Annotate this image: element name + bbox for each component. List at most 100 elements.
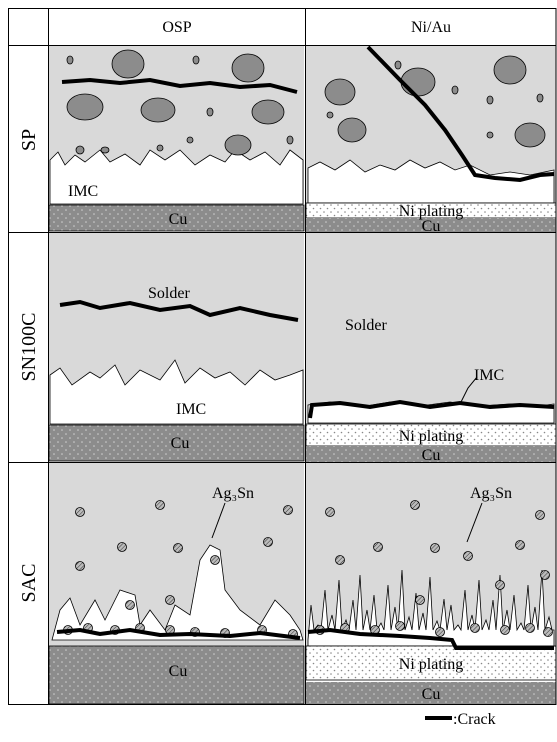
circle-shape bbox=[535, 510, 545, 520]
ellipse-shape bbox=[326, 111, 334, 119]
rect-shape bbox=[48, 204, 305, 232]
ellipse-shape bbox=[231, 53, 265, 83]
ellipse-shape bbox=[66, 55, 74, 65]
g-shape bbox=[324, 55, 546, 148]
cell-sn-niau: Solder IMC Ni plating Cu bbox=[305, 233, 557, 464]
polygon-shape bbox=[307, 159, 555, 204]
ellipse-shape bbox=[156, 144, 164, 152]
cell-sac-niau: Ag₃Sn Ni plating Cu bbox=[305, 463, 557, 704]
legend-label: :Crack bbox=[453, 711, 496, 728]
particle-label: Ag₃Sn bbox=[212, 485, 254, 502]
circle-shape bbox=[415, 595, 425, 605]
ellipse-shape bbox=[224, 134, 252, 156]
line-shape bbox=[307, 627, 554, 650]
legend: :Crack bbox=[425, 711, 496, 728]
rect-shape bbox=[305, 645, 557, 681]
ellipse-shape bbox=[486, 131, 494, 139]
ellipse-shape bbox=[251, 99, 285, 125]
table-grid bbox=[8, 8, 557, 705]
ellipse-shape bbox=[100, 146, 110, 154]
circle-shape bbox=[117, 542, 127, 552]
ellipse-shape bbox=[75, 145, 85, 155]
cell-sp-niau: Ni plating Cu bbox=[305, 45, 557, 235]
circle-shape bbox=[435, 627, 445, 637]
cu-label: Cu bbox=[171, 435, 190, 452]
polygon-shape bbox=[49, 359, 304, 425]
rect-shape bbox=[306, 446, 556, 462]
circle-shape bbox=[335, 555, 345, 565]
circle-shape bbox=[210, 555, 220, 565]
row-label: SAC bbox=[18, 564, 40, 603]
ellipse-shape bbox=[286, 135, 294, 145]
column-header: Ni/Au bbox=[411, 19, 451, 36]
ellipse-shape bbox=[451, 85, 459, 95]
cu-label: Cu bbox=[422, 447, 441, 464]
g-shape bbox=[63, 500, 298, 639]
ellipse-shape bbox=[324, 78, 356, 106]
cu-label: Cu bbox=[422, 686, 441, 703]
cu-label: Cu bbox=[422, 218, 441, 235]
line-shape bbox=[61, 77, 298, 94]
ellipse-shape bbox=[486, 95, 494, 105]
line-shape bbox=[308, 399, 555, 419]
line-shape bbox=[56, 627, 301, 640]
circle-shape bbox=[500, 625, 510, 635]
circle-shape bbox=[543, 627, 553, 637]
circle-shape bbox=[540, 570, 550, 580]
ellipse-shape bbox=[337, 117, 367, 143]
line-shape bbox=[211, 502, 226, 539]
imc-label: IMC bbox=[176, 401, 206, 418]
circle-shape bbox=[325, 507, 335, 517]
g-shape bbox=[315, 500, 553, 637]
plating-label: Ni plating bbox=[399, 428, 463, 445]
circle-shape bbox=[75, 561, 85, 571]
solder-label: Solder bbox=[345, 317, 387, 334]
ellipse-shape bbox=[111, 49, 145, 79]
circle-shape bbox=[165, 595, 175, 605]
rect-shape bbox=[306, 682, 556, 704]
circle-shape bbox=[515, 540, 525, 550]
plating-label: Ni plating bbox=[399, 203, 463, 220]
line-shape bbox=[466, 502, 483, 543]
cell-sp-osp: IMC Cu bbox=[48, 46, 305, 232]
ellipse-shape bbox=[66, 93, 104, 121]
column-header: OSP bbox=[162, 19, 191, 36]
solder-label: Solder bbox=[148, 285, 190, 302]
particle-label: Ag₃Sn bbox=[470, 485, 512, 502]
ellipse-shape bbox=[394, 60, 402, 70]
circle-shape bbox=[263, 537, 273, 547]
imc-label: IMC bbox=[474, 367, 504, 384]
cell-sac-osp: Ag₃Sn Cu bbox=[48, 463, 305, 705]
polygon-shape bbox=[307, 569, 555, 647]
circle-shape bbox=[525, 623, 535, 633]
rect-shape bbox=[306, 218, 556, 232]
circle-shape bbox=[430, 543, 440, 553]
line-shape bbox=[459, 376, 478, 405]
circle-shape bbox=[75, 507, 85, 517]
ellipse-shape bbox=[493, 55, 527, 85]
line-shape bbox=[59, 299, 299, 322]
rect-shape bbox=[306, 233, 556, 424]
circle-shape bbox=[470, 623, 480, 633]
circle-shape bbox=[173, 543, 183, 553]
circle-shape bbox=[373, 542, 383, 552]
ellipse-shape bbox=[192, 55, 200, 65]
polygon-shape bbox=[51, 544, 304, 641]
line-shape bbox=[366, 45, 555, 183]
circle-shape bbox=[155, 500, 165, 510]
rect-shape bbox=[8, 8, 557, 705]
circle-shape bbox=[410, 500, 420, 510]
circle-shape bbox=[125, 600, 135, 610]
ellipse-shape bbox=[514, 122, 546, 148]
polygon-shape bbox=[49, 149, 304, 205]
ellipse-shape bbox=[140, 97, 176, 123]
ellipse-shape bbox=[536, 93, 544, 103]
ellipse-shape bbox=[400, 67, 436, 97]
ellipse-shape bbox=[186, 136, 194, 144]
circle-shape bbox=[395, 621, 405, 631]
cell-sn-osp: Solder IMC Cu bbox=[48, 233, 305, 462]
rect-shape bbox=[48, 424, 305, 462]
row-label: SP bbox=[18, 129, 40, 151]
cu-label: Cu bbox=[169, 663, 188, 680]
circle-shape bbox=[495, 580, 505, 590]
